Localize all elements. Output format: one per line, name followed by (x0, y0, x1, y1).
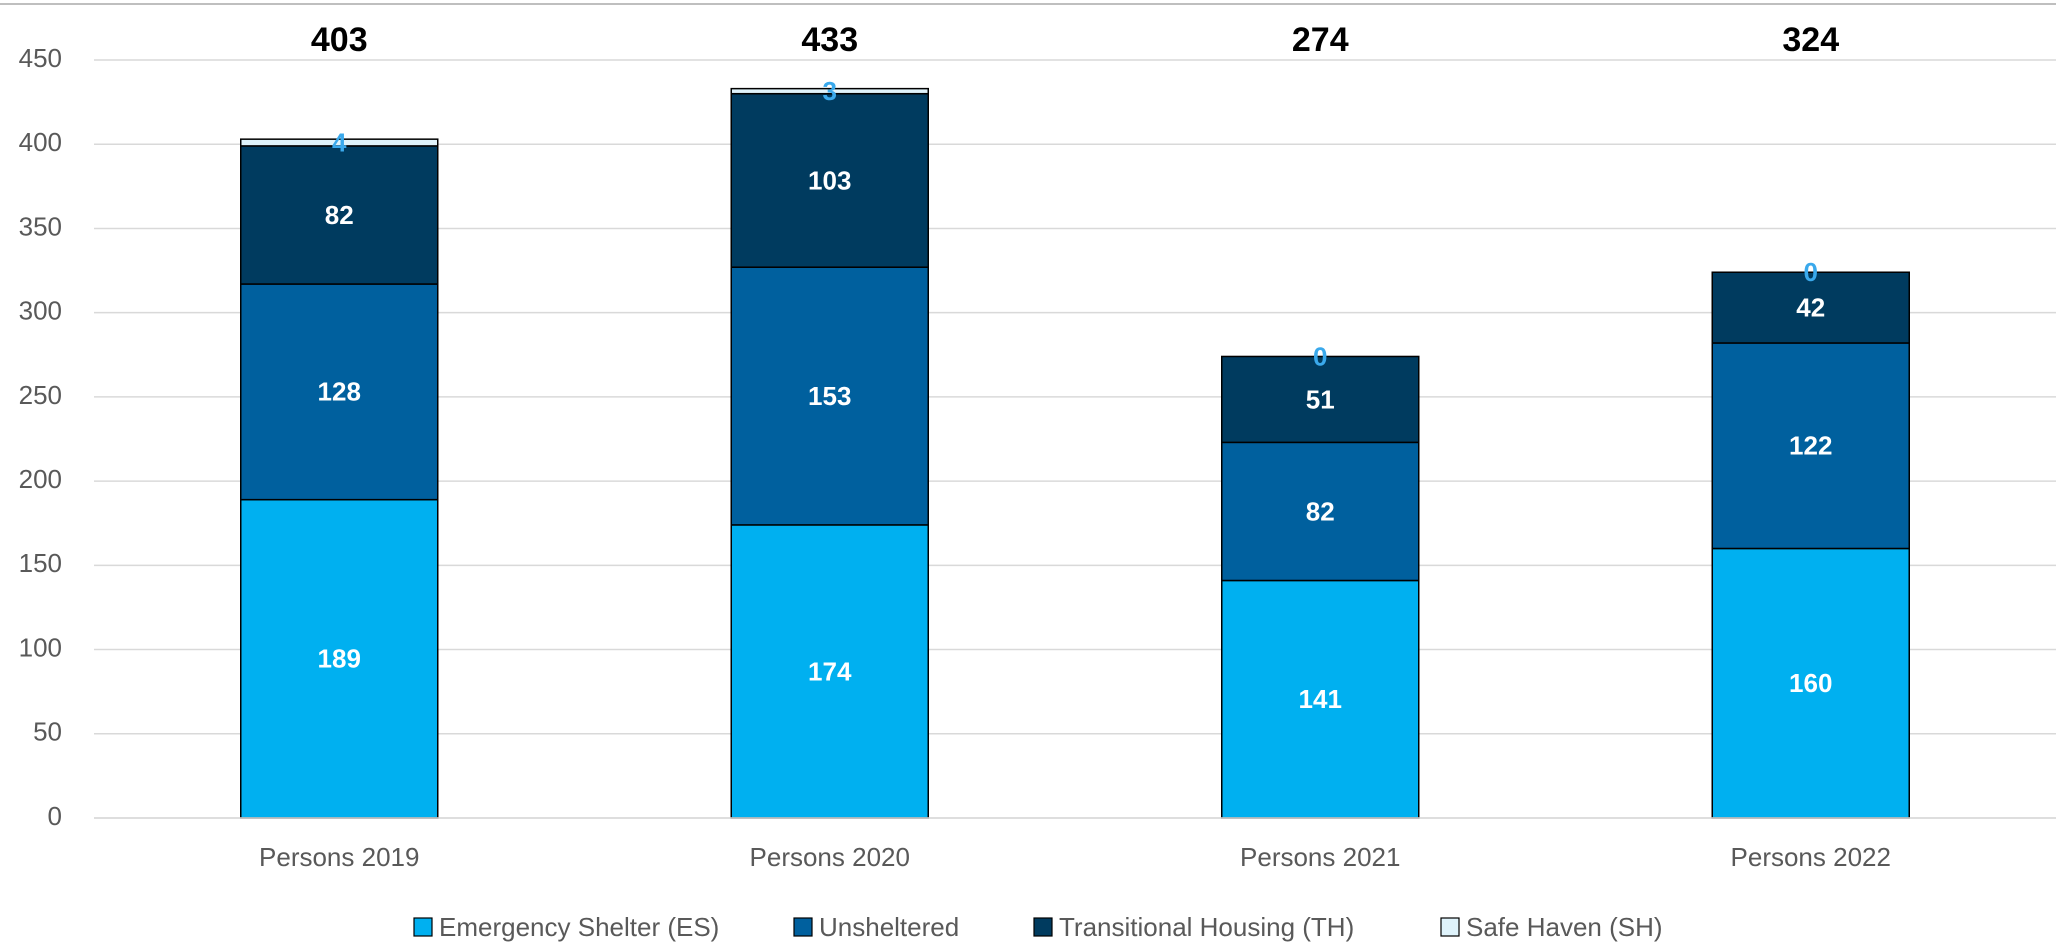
bar-segment (1711, 271, 1910, 344)
data-label: 4 (332, 127, 347, 157)
legend-swatch (1033, 917, 1053, 937)
total-label: 274 (1292, 21, 1349, 59)
y-tick-label: 400 (19, 127, 62, 157)
x-tick-label: Persons 2022 (1731, 842, 1891, 872)
data-label: 141 (1299, 684, 1342, 714)
legend-label: Transitional Housing (TH) (1059, 912, 1354, 942)
total-label: 433 (801, 21, 858, 59)
bar-segment (240, 283, 439, 501)
bar-segment (1221, 355, 1420, 444)
x-tick-label: Persons 2021 (1240, 842, 1400, 872)
data-label: 189 (318, 644, 361, 674)
total-label: 403 (311, 21, 368, 59)
data-label: 51 (1306, 384, 1335, 414)
bar-segment (240, 138, 439, 147)
data-label: 42 (1796, 292, 1825, 322)
bar-segment (1711, 547, 1910, 819)
x-tick-label: Persons 2019 (259, 842, 419, 872)
data-label: 0 (1313, 341, 1327, 371)
data-label: 122 (1789, 431, 1832, 461)
bar-segment (1711, 342, 1910, 550)
bar-segment (730, 524, 929, 819)
y-tick-label: 450 (19, 43, 62, 73)
total-label: 324 (1782, 21, 1839, 59)
bar-segment (730, 266, 929, 526)
data-label: 153 (808, 381, 851, 411)
y-tick-label: 100 (19, 632, 62, 662)
y-tick-label: 300 (19, 296, 62, 326)
x-tick-label: Persons 2020 (750, 842, 910, 872)
y-tick-label: 350 (19, 211, 62, 241)
data-label: 82 (325, 200, 354, 230)
data-label: 103 (808, 165, 851, 195)
legend-swatch (793, 917, 813, 937)
y-tick-label: 50 (33, 717, 62, 747)
data-label: 174 (808, 656, 852, 686)
bar-segment (1221, 579, 1420, 819)
y-tick-label: 250 (19, 380, 62, 410)
y-tick-label: 150 (19, 548, 62, 578)
bar-segment (240, 498, 439, 819)
data-label: 82 (1306, 496, 1335, 526)
data-label: 160 (1789, 668, 1832, 698)
data-label: 3 (823, 76, 837, 106)
legend-label: Emergency Shelter (ES) (439, 912, 719, 942)
legend-label: Safe Haven (SH) (1466, 912, 1663, 942)
y-tick-label: 0 (48, 801, 62, 831)
data-label: 128 (318, 377, 361, 407)
bar-segment (240, 145, 439, 285)
bar-segment (1221, 441, 1420, 582)
legend-swatch (1440, 917, 1460, 937)
legend-swatch (413, 917, 433, 937)
y-tick-label: 200 (19, 464, 62, 494)
legend-label: Unsheltered (819, 912, 959, 942)
data-label: 0 (1804, 257, 1818, 287)
bar-segment (730, 92, 929, 268)
bar-segment (730, 87, 929, 95)
